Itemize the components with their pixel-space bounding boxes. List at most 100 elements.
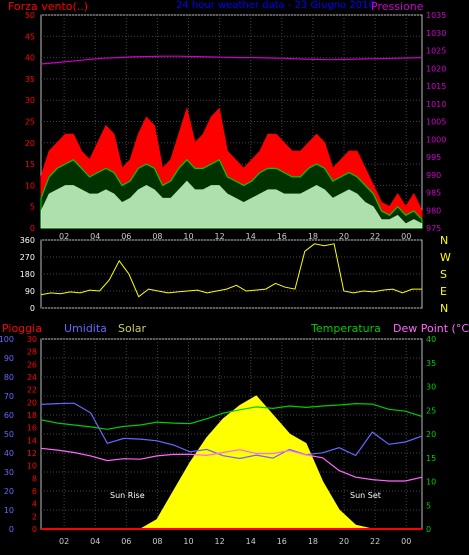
direction-tick-label: 270: [20, 253, 35, 262]
rain-tick-label: 12: [27, 449, 37, 458]
direction-y-ticks: 0 90 180 270 360: [20, 236, 35, 313]
direction-tick-label: 360: [20, 236, 35, 245]
x-tick-label: 08: [152, 232, 162, 241]
sunrise-label: Sun Rise: [110, 491, 145, 500]
rain-tick-label: 20: [27, 398, 37, 407]
dewpoint-tick-label: 25: [426, 406, 436, 415]
direction-series: [40, 243, 422, 298]
dewpoint-tick-label: 5: [426, 501, 431, 510]
x-tick-label: 12: [215, 232, 225, 241]
pressure-tick-label: 1015: [426, 82, 446, 91]
dewpoint-tick-label: 0: [426, 525, 431, 534]
x-tick-label: 16: [277, 232, 287, 241]
dewpoint-tick-label: 20: [426, 430, 436, 439]
climate-grid: [41, 338, 422, 530]
compass-label: E: [440, 285, 447, 298]
pressure-y-ticks: 975 980 985 990 995 1000 1005 1010 1015 1020 1025 1…: [426, 11, 446, 233]
direction-plot-area: [40, 239, 423, 309]
humidity-tick-label: 90: [4, 354, 14, 363]
humidity-tick-label: 10: [4, 506, 14, 515]
humidity-tick-label: 100: [0, 335, 14, 344]
wind-direction-series: [40, 243, 422, 298]
pressure-tick-label: 990: [426, 171, 441, 180]
humidity-tick-label: 20: [4, 487, 14, 496]
rain-tick-label: 28: [27, 348, 37, 357]
pressure-tick-label: 985: [426, 189, 441, 198]
dewpoint-tick-label: 15: [426, 454, 436, 463]
x-tick-label: 22: [370, 232, 380, 241]
humidity-tick-label: 70: [4, 392, 14, 401]
direction-tick-label: 90: [25, 287, 35, 296]
dewpoint-tick-label: 35: [426, 359, 436, 368]
pressure-tick-label: 1010: [426, 100, 446, 109]
sunset-label: Sun Set: [350, 491, 381, 500]
x-tick-label: 18: [308, 232, 318, 241]
wind-y-ticks: 0 5 10 15 20 25 30 35 40 45 50: [25, 11, 35, 233]
direction-grid: [41, 239, 422, 309]
pressure-tick-label: 980: [426, 206, 441, 215]
pressure-tick-label: 1035: [426, 11, 446, 20]
pressure-tick-label: 1000: [426, 135, 446, 144]
pressure-tick-label: 995: [426, 153, 441, 162]
direction-tick-label: 0: [30, 304, 35, 313]
x-tick-label: 00: [401, 232, 411, 241]
compass-label: N: [440, 302, 448, 315]
wind-series: [40, 55, 423, 229]
x-tick-label: 14: [246, 232, 256, 241]
rain-tick-label: 22: [27, 386, 37, 395]
wind-tick-label: 0: [30, 224, 35, 233]
rain-tick-label: 6: [32, 487, 37, 496]
pressure-tick-label: 1020: [426, 64, 446, 73]
climate-x-ticks: 02 04 06 08 10 12 14 16 18 20 22 00: [59, 537, 411, 546]
dewpoint-tick-label: 40: [426, 335, 436, 344]
x-tick-label: 02: [59, 537, 69, 546]
rain-tick-label: 4: [32, 500, 37, 509]
humidity-axis-title: Umidita: [64, 322, 107, 335]
dewpoint-series: [40, 447, 423, 482]
compass-label: W: [440, 251, 451, 264]
temperature-axis-title: Temperatura: [310, 322, 381, 335]
wind-tick-label: 5: [30, 203, 35, 212]
rain-tick-label: 14: [27, 436, 37, 445]
climate-series: [40, 395, 423, 530]
rain-tick-label: 2: [32, 512, 37, 521]
rain-tick-label: 18: [27, 411, 37, 420]
humidity-tick-label: 30: [4, 468, 14, 477]
pressure-tick-label: 975: [426, 224, 441, 233]
wind-tick-label: 45: [25, 32, 35, 41]
pressure-tick-label: 1025: [426, 47, 446, 56]
wind-tick-label: 30: [25, 96, 35, 105]
x-tick-label: 10: [183, 537, 193, 546]
wind-axis-title: Forza vento(..): [8, 0, 88, 13]
pressure-series: [40, 55, 423, 65]
wind-tick-label: 40: [25, 54, 35, 63]
rain-tick-label: 26: [27, 360, 37, 369]
rain-tick-label: 30: [27, 335, 37, 344]
temperature-series: [40, 402, 423, 430]
wind-tick-label: 10: [25, 181, 35, 190]
humidity-series: [40, 402, 423, 460]
rain-axis-title: Pioggia: [2, 322, 42, 335]
pressure-axis-title: Pressione: [371, 0, 424, 13]
pressure-tick-label: 1005: [426, 118, 446, 127]
solar-axis-title: Solar: [118, 322, 147, 335]
humidity-y-ticks: 0 10 20 30 40 50 60 70 80 90 100: [0, 335, 14, 534]
rain-tick-label: 10: [27, 462, 37, 471]
x-tick-label: 22: [370, 537, 380, 546]
chart-title: 24 hour weather data - 23 Giugno 2018: [176, 0, 375, 11]
rain-tick-label: 0: [32, 525, 37, 534]
humidity-tick-label: 60: [4, 411, 14, 420]
x-tick-label: 10: [183, 232, 193, 241]
dewpoint-y-ticks: 0 5 10 15 20 25 30 35 40: [426, 335, 436, 534]
direction-tick-label: 180: [20, 270, 35, 279]
x-tick-label: 16: [277, 537, 287, 546]
pressure-tick-label: 1030: [426, 29, 446, 38]
rain-tick-label: 8: [32, 474, 37, 483]
x-tick-label: 12: [215, 537, 225, 546]
humidity-tick-label: 80: [4, 373, 14, 382]
wind-tick-label: 25: [25, 118, 35, 127]
wind-tick-label: 50: [25, 11, 35, 20]
wind-speed-series: [40, 180, 423, 229]
